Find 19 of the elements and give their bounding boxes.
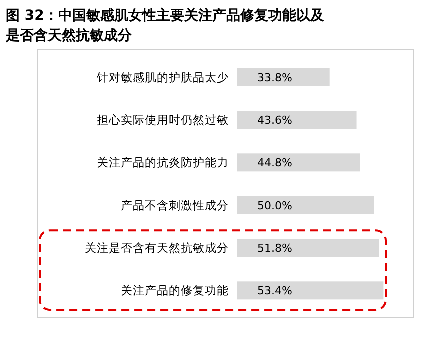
data-label: 50.0% (258, 199, 292, 212)
data-label: 53.4% (258, 284, 292, 298)
bar (237, 282, 384, 300)
data-label: 43.6% (258, 114, 292, 127)
data-label: 51.8% (258, 242, 292, 255)
chart-title: 图 32：中国敏感肌女性主要关注产品修复功能以及是否含天然抗敏成分 (5, 7, 326, 44)
y-tick-label: 产品不含刺激性成分 (121, 198, 229, 212)
y-tick-label: 针对敏感肌的护肤品太少 (96, 70, 229, 84)
bar (237, 68, 330, 86)
data-label: 33.8% (258, 71, 292, 84)
bar (237, 111, 357, 129)
data-label: 44.8% (258, 156, 292, 170)
bar (237, 154, 360, 172)
bar (237, 196, 374, 214)
y-tick-label: 关注产品的抗炎防护能力 (97, 156, 229, 170)
y-tick-label: 关注是否含有天然抗敏成分 (85, 241, 229, 255)
y-tick-label: 担心实际使用时仍然过敏 (97, 113, 229, 127)
bar (237, 239, 380, 257)
y-tick-label: 关注产品的修复功能 (121, 284, 229, 298)
